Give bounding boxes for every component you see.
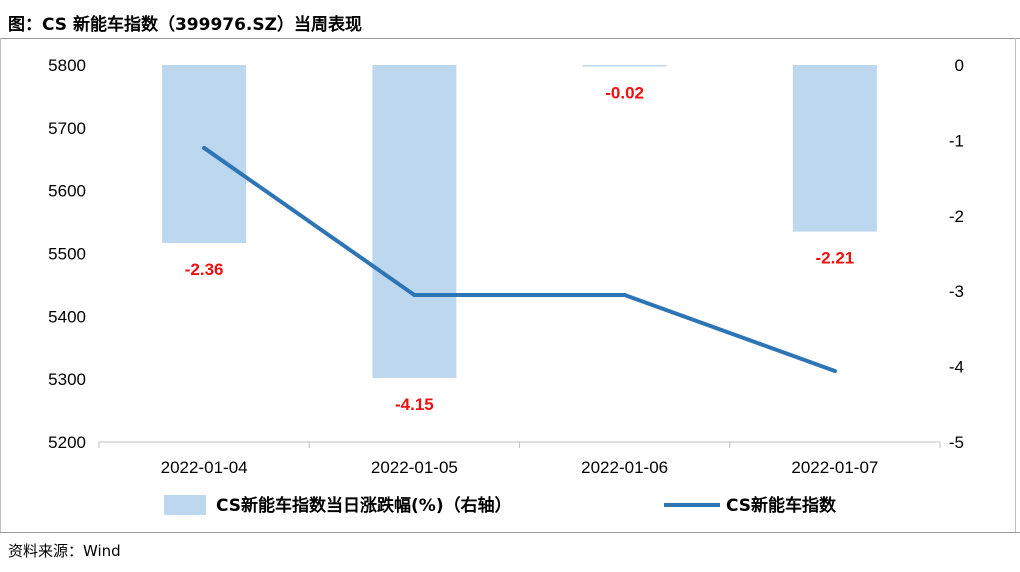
bar-daily-change: [582, 65, 667, 67]
left-axis-tick-label: 5400: [48, 307, 86, 326]
chart: 5200 5300 5400 5500 5600 5700 5800 0 -1 -2 -3 -4 -5 2…: [48, 56, 964, 516]
x-axis-category-label: 2022-01-05: [371, 458, 458, 477]
right-axis-tick-label: -1: [949, 131, 964, 150]
index-line: [202, 145, 837, 373]
legend-bar-swatch: [164, 495, 206, 515]
right-axis-tick-label: -3: [949, 282, 964, 301]
right-axis-tick-label: -5: [949, 433, 964, 452]
right-axis-tick-label: -4: [949, 358, 964, 377]
x-axis-category-label: 2022-01-06: [581, 458, 668, 477]
bar-data-label: -4.15: [395, 395, 434, 414]
left-axis-tick-label: 5300: [48, 370, 86, 389]
axes-layer: 5200 5300 5400 5500 5600 5700 5800 0 -1 -2 -3 -4 -5 2…: [48, 56, 964, 477]
bar-daily-change: [792, 65, 877, 232]
index-line-point: [202, 145, 207, 150]
legend-bar-label: CS新能车指数当日涨跌幅(%)（右轴）: [216, 495, 512, 516]
bar-data-label: -2.21: [816, 249, 855, 268]
left-axis-tick-label: 5600: [48, 182, 86, 201]
source-note: 资料来源：Wind: [8, 542, 121, 560]
legend-line-label: CS新能车指数: [726, 495, 837, 516]
chart-frame: [0, 38, 1016, 532]
bar-data-label: -2.36: [185, 260, 224, 279]
bars-layer: [162, 65, 877, 378]
index-line-point: [832, 368, 837, 373]
x-axis-category-label: 2022-01-04: [161, 458, 248, 477]
bar-data-label: -0.02: [605, 84, 644, 103]
left-axis-tick-label: 5700: [48, 119, 86, 138]
left-axis-tick-label: 5200: [48, 433, 86, 452]
source-divider: [0, 532, 1020, 533]
bar-daily-change: [372, 65, 457, 378]
x-axis-category-label: 2022-01-07: [791, 458, 878, 477]
title-divider: [0, 38, 1020, 39]
right-axis-tick-label: 0: [955, 56, 964, 75]
right-axis-tick-label: -2: [949, 207, 964, 226]
line-layer: [202, 145, 837, 373]
left-axis-tick-label: 5800: [48, 56, 86, 75]
bar-daily-change: [162, 65, 247, 243]
index-line-point: [412, 292, 417, 297]
left-axis-tick-label: 5500: [48, 245, 86, 264]
legend: CS新能车指数当日涨跌幅(%)（右轴） CS新能车指数: [164, 495, 837, 516]
chart-title: 图：CS 新能车指数（399976.SZ）当周表现: [8, 15, 362, 35]
labels-layer: -2.36 -4.15 -0.02 -2.21: [185, 84, 855, 414]
index-line-point: [622, 292, 627, 297]
